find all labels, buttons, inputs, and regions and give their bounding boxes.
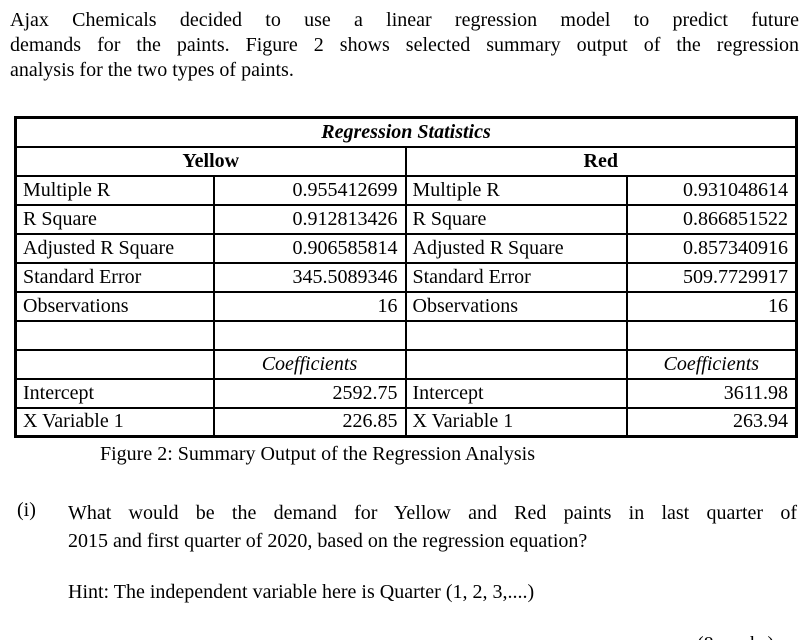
coef-label: X Variable 1 xyxy=(404,406,628,438)
question-hint: Hint: The independent variable here is Q… xyxy=(68,581,535,603)
stat-label: Adjusted R Square xyxy=(14,232,215,264)
stat-label: R Square xyxy=(14,203,215,235)
table-title: Regression Statistics xyxy=(14,116,798,148)
stat-label: Adjusted R Square xyxy=(404,232,628,264)
regression-statistics-table: Regression Statistics Yellow Red Multipl… xyxy=(14,116,799,438)
coefficients-header-row: Coefficients Coefficients xyxy=(14,348,798,380)
intro-line: Ajax Chemicals decided to use a linear r… xyxy=(10,9,799,31)
empty-cell xyxy=(404,319,628,351)
coef-value-red: 3611.98 xyxy=(625,377,798,409)
table-empty-row xyxy=(14,319,798,351)
coefficients-header-yellow: Coefficients xyxy=(212,348,407,380)
table-row: Intercept 2592.75 Intercept 3611.98 xyxy=(14,377,798,409)
figure-caption: Figure 2: Summary Output of the Regressi… xyxy=(100,443,535,465)
coef-label: Intercept xyxy=(14,377,215,409)
marks-text-partial: (8 marks) xyxy=(697,633,774,640)
table-row: Observations 16 Observations 16 xyxy=(14,290,798,322)
stat-label: Observations xyxy=(404,290,628,322)
empty-cell xyxy=(212,319,407,351)
table-row: Standard Error 345.5089346 Standard Erro… xyxy=(14,261,798,293)
coef-value-red: 263.94 xyxy=(625,406,798,438)
table-group-header-row: Yellow Red xyxy=(14,145,798,177)
table-row: Multiple R 0.955412699 Multiple R 0.9310… xyxy=(14,174,798,206)
coefficients-header-red: Coefficients xyxy=(625,348,798,380)
table-title-row: Regression Statistics xyxy=(14,116,798,148)
coef-value-yellow: 226.85 xyxy=(212,406,407,438)
stat-value-yellow: 0.912813426 xyxy=(212,203,407,235)
stat-value-red: 0.931048614 xyxy=(625,174,798,206)
question-line: What would be the demand for Yellow and … xyxy=(68,502,797,524)
stat-label: Observations xyxy=(14,290,215,322)
column-header-yellow: Yellow xyxy=(14,145,407,177)
stat-value-yellow: 0.955412699 xyxy=(212,174,407,206)
stat-label: Standard Error xyxy=(14,261,215,293)
coef-label: Intercept xyxy=(404,377,628,409)
stat-value-red: 16 xyxy=(625,290,798,322)
intro-line: analysis for the two types of paints. xyxy=(10,59,294,81)
stat-label: Standard Error xyxy=(404,261,628,293)
question-number: (i) xyxy=(17,499,36,521)
question-block: (i) What would be the demand for Yellow … xyxy=(0,499,809,606)
empty-cell xyxy=(625,319,798,351)
stat-label: R Square xyxy=(404,203,628,235)
coef-value-yellow: 2592.75 xyxy=(212,377,407,409)
empty-cell xyxy=(14,319,215,351)
table-row: Adjusted R Square 0.906585814 Adjusted R… xyxy=(14,232,798,264)
stat-value-yellow: 0.906585814 xyxy=(212,232,407,264)
stat-value-yellow: 16 xyxy=(212,290,407,322)
stat-value-red: 0.857340916 xyxy=(625,232,798,264)
intro-paragraph: Ajax Chemicals decided to use a linear r… xyxy=(10,8,799,83)
table-row: R Square 0.912813426 R Square 0.86685152… xyxy=(14,203,798,235)
empty-cell xyxy=(14,348,215,380)
stat-label: Multiple R xyxy=(404,174,628,206)
table-row: X Variable 1 226.85 X Variable 1 263.94 xyxy=(14,406,798,438)
stat-value-yellow: 345.5089346 xyxy=(212,261,407,293)
intro-line: demands for the paints. Figure 2 shows s… xyxy=(10,34,799,56)
stat-label: Multiple R xyxy=(14,174,215,206)
empty-cell xyxy=(404,348,628,380)
question-line: 2015 and first quarter of 2020, based on… xyxy=(68,530,588,552)
coef-label: X Variable 1 xyxy=(14,406,215,438)
stat-value-red: 509.7729917 xyxy=(625,261,798,293)
question-text: What would be the demand for Yellow and … xyxy=(68,499,797,606)
stat-value-red: 0.866851522 xyxy=(625,203,798,235)
column-header-red: Red xyxy=(404,145,798,177)
